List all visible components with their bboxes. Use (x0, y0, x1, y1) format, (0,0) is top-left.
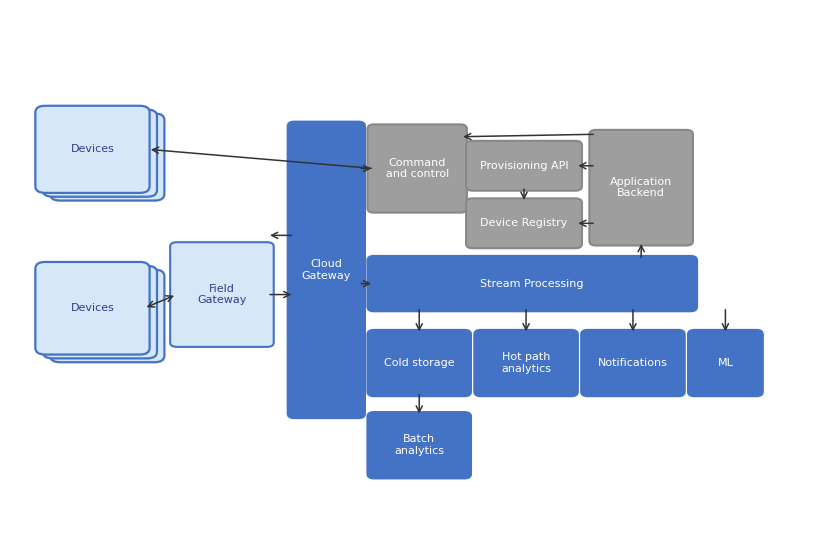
Text: Application
Backend: Application Backend (610, 177, 672, 198)
FancyBboxPatch shape (367, 412, 471, 478)
Text: Batch
analytics: Batch analytics (395, 435, 444, 456)
FancyBboxPatch shape (43, 266, 157, 358)
FancyBboxPatch shape (581, 330, 685, 396)
FancyBboxPatch shape (35, 262, 150, 355)
FancyBboxPatch shape (367, 256, 697, 311)
FancyBboxPatch shape (589, 130, 693, 246)
FancyBboxPatch shape (466, 141, 582, 191)
Text: Notifications: Notifications (598, 358, 668, 368)
FancyBboxPatch shape (170, 242, 274, 347)
Text: Stream Processing: Stream Processing (481, 278, 584, 289)
FancyBboxPatch shape (367, 330, 471, 396)
FancyBboxPatch shape (466, 198, 582, 248)
FancyBboxPatch shape (35, 106, 150, 193)
FancyBboxPatch shape (288, 122, 365, 418)
FancyBboxPatch shape (688, 330, 763, 396)
Text: Hot path
analytics: Hot path analytics (501, 352, 551, 374)
Text: Devices: Devices (71, 144, 114, 155)
FancyBboxPatch shape (50, 270, 164, 362)
Text: Command
and control: Command and control (386, 158, 449, 179)
Text: Cloud
Gateway: Cloud Gateway (302, 259, 351, 281)
Text: Field
Gateway: Field Gateway (197, 284, 247, 305)
FancyBboxPatch shape (50, 113, 164, 201)
FancyBboxPatch shape (367, 124, 467, 213)
Text: Device Registry: Device Registry (480, 218, 568, 229)
FancyBboxPatch shape (43, 110, 157, 197)
Text: Provisioning API: Provisioning API (480, 161, 568, 171)
Text: ML: ML (718, 358, 733, 368)
Text: Devices: Devices (71, 303, 114, 313)
Text: Cold storage: Cold storage (384, 358, 455, 368)
FancyBboxPatch shape (474, 330, 578, 396)
